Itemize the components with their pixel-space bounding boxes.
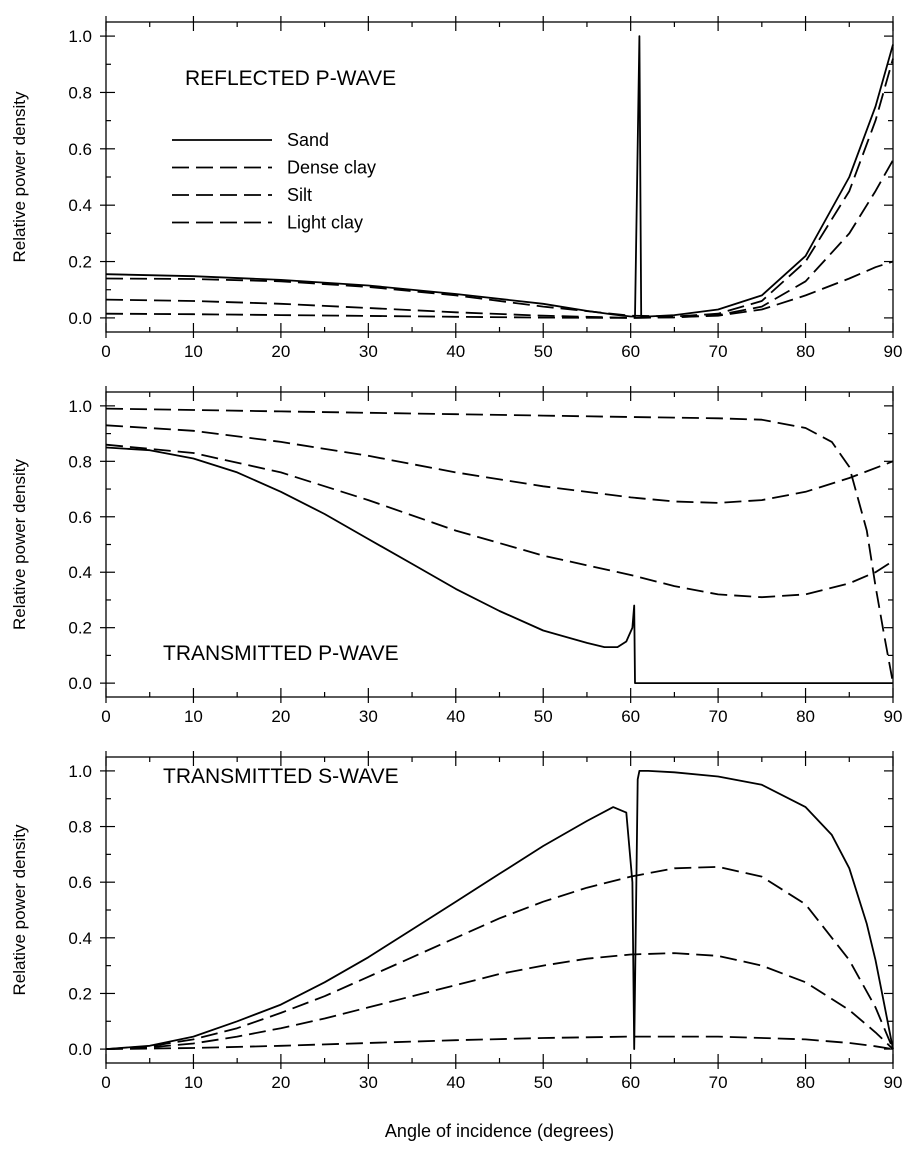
series-line-2 xyxy=(105,407,894,684)
legend-label: Dense clay xyxy=(287,158,376,178)
y-tick-label: 0.4 xyxy=(68,929,92,948)
series-line-4 xyxy=(105,1035,894,1050)
series-line-3 xyxy=(105,952,894,1050)
x-tick-label: 40 xyxy=(446,1073,465,1092)
y-tick-label: 0.2 xyxy=(68,984,92,1003)
series-line-1 xyxy=(105,770,894,1050)
x-tick-label: 90 xyxy=(884,342,903,361)
x-tick-label: 40 xyxy=(446,707,465,726)
series-line-3 xyxy=(105,424,894,504)
legend-label: Light clay xyxy=(287,213,363,233)
y-axis-label: Relative power density xyxy=(10,824,29,996)
x-tick-label: 30 xyxy=(359,707,378,726)
x-tick-label: 50 xyxy=(534,707,553,726)
y-tick-label: 0.6 xyxy=(68,140,92,159)
legend-label: Sand xyxy=(287,130,329,150)
x-axis-label: Angle of incidence (degrees) xyxy=(385,1121,614,1141)
series-line-3 xyxy=(105,159,894,319)
x-tick-label: 80 xyxy=(796,707,815,726)
x-tick-label: 80 xyxy=(796,1073,815,1092)
x-tick-label: 0 xyxy=(101,707,110,726)
x-tick-label: 20 xyxy=(271,1073,290,1092)
y-tick-label: 1.0 xyxy=(68,762,92,781)
y-tick-label: 0.8 xyxy=(68,452,92,471)
x-tick-label: 10 xyxy=(184,707,203,726)
y-tick-label: 0.4 xyxy=(68,196,92,215)
y-tick-label: 0.4 xyxy=(68,563,92,582)
legend-label: Silt xyxy=(287,185,312,205)
x-tick-label: 70 xyxy=(709,1073,728,1092)
series-line-2 xyxy=(105,866,894,1050)
x-tick-label: 10 xyxy=(184,1073,203,1092)
transmitted-p-wave-panel: 0 10 20 30 40 50 60 70 80 90 0.0 0.2 0.4 0.6 0.8 1.0 Rel… xyxy=(10,386,902,726)
x-tick-label: 90 xyxy=(884,707,903,726)
plot-frame xyxy=(105,756,894,1064)
x-tick-label: 0 xyxy=(101,1073,110,1092)
x-tick-label: 20 xyxy=(271,342,290,361)
x-tick-label: 80 xyxy=(796,342,815,361)
x-tick-label: 70 xyxy=(709,342,728,361)
transmitted-s-wave-panel: 0 10 20 30 40 50 60 70 80 90 0.0 0.2 0.4 0.6 0.8 1.0 Rel… xyxy=(10,751,902,1141)
x-tick-label: 60 xyxy=(621,1073,640,1092)
x-tick-label: 20 xyxy=(271,707,290,726)
x-tick-label: 60 xyxy=(621,707,640,726)
x-tick-label: 50 xyxy=(534,342,553,361)
y-tick-label: 0.0 xyxy=(68,1040,92,1059)
reflected-p-wave-panel: 0 10 20 30 40 50 60 70 80 90 0.0 0.2 0.4 0.6 0.8 1.0 Rel… xyxy=(10,16,902,361)
x-tick-label: 70 xyxy=(709,707,728,726)
x-tick-label: 40 xyxy=(446,342,465,361)
panel-title: REFLECTED P-WAVE xyxy=(185,67,396,90)
x-tick-label: 30 xyxy=(359,342,378,361)
y-tick-label: 0.8 xyxy=(68,818,92,837)
y-tick-label: 1.0 xyxy=(68,27,92,46)
series-line-4 xyxy=(105,443,894,599)
panel-title: TRANSMITTED P-WAVE xyxy=(163,642,399,665)
x-tick-label: 10 xyxy=(184,342,203,361)
y-tick-label: 1.0 xyxy=(68,397,92,416)
x-tick-label: 90 xyxy=(884,1073,903,1092)
y-tick-label: 0.6 xyxy=(68,508,92,527)
panel-title: TRANSMITTED S-WAVE xyxy=(163,765,399,788)
y-tick-label: 0.0 xyxy=(68,674,92,693)
x-tick-label: 50 xyxy=(534,1073,553,1092)
series-line-1 xyxy=(105,35,894,318)
y-axis-label: Relative power density xyxy=(10,91,29,263)
y-tick-label: 0.6 xyxy=(68,873,92,892)
x-tick-label: 0 xyxy=(101,342,110,361)
x-tick-label: 60 xyxy=(621,342,640,361)
y-tick-label: 0.8 xyxy=(68,83,92,102)
y-tick-label: 0.2 xyxy=(68,619,92,638)
x-tick-label: 30 xyxy=(359,1073,378,1092)
y-tick-label: 0.2 xyxy=(68,253,92,272)
y-axis-label: Relative power density xyxy=(10,458,29,630)
series-line-1 xyxy=(105,446,893,684)
y-tick-label: 0.0 xyxy=(68,309,92,328)
